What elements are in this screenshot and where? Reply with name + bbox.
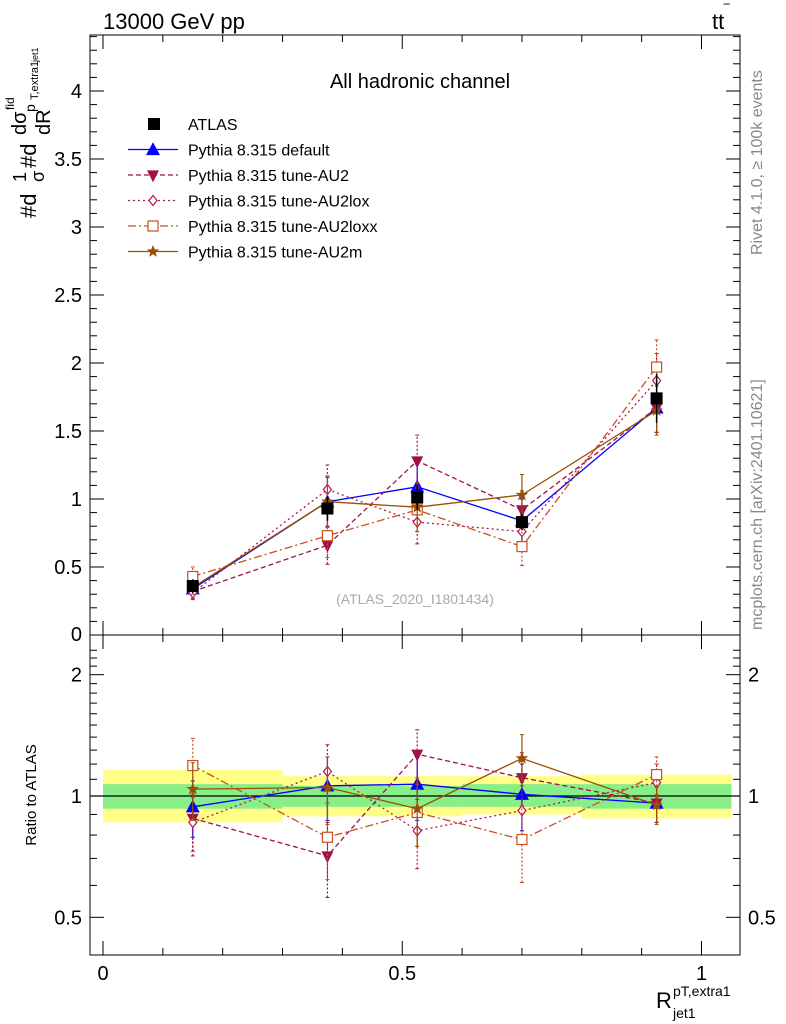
ylabel-dr: dR (33, 109, 55, 135)
ratio-x-tick-label: 0.5 (388, 963, 416, 985)
ratio-marker (186, 782, 200, 795)
legend-marker (146, 244, 160, 257)
legend-label: Pythia 8.315 tune-AU2m (188, 245, 362, 262)
top-y-tick-label: 3 (71, 217, 82, 239)
top-series-line (192, 410, 657, 588)
ratio-y-tick-label: 2 (71, 665, 82, 687)
top-y-tick-label: 0.5 (54, 557, 82, 579)
ratio-y-tick-label-right: 0.5 (748, 907, 776, 929)
top-marker (516, 540, 528, 553)
data-point (650, 392, 663, 405)
top-series-line (192, 380, 658, 594)
ratio-marker (321, 851, 334, 864)
top-y-tick-label: 3.5 (54, 149, 82, 171)
legend-marker (147, 170, 159, 183)
ratio-marker (516, 833, 528, 846)
top-marker (515, 488, 529, 501)
top-y-tick-label: 2.5 (54, 285, 82, 307)
header-ttbar: tt (712, 9, 724, 34)
top-y-ticks: 0.5 1 1.5 2 2.5 3 3.5 4 0 (54, 35, 740, 646)
ylabel-fid: fid (3, 97, 17, 110)
ratio-marker (321, 831, 334, 843)
legend-label: Pythia 8.315 default (188, 143, 330, 160)
ylabel-sigma: σ (28, 171, 48, 182)
legend-marker (148, 194, 158, 207)
top-series-line (192, 407, 658, 590)
rivet-label: Rivet 4.1.0, ≥ 100k events (749, 70, 766, 255)
ratio-marker (650, 798, 663, 811)
ratio-marker (515, 751, 529, 764)
x-axis-label: R pT,extra1 jet1 (656, 983, 731, 1021)
watermark: (ATLAS_2020_I1801434) (336, 591, 494, 607)
ylabel-one: 1 (10, 172, 30, 182)
ratio-marker (411, 749, 424, 762)
ratio-x-tick-label: 0 (97, 963, 108, 985)
ylabel-dsigma: dσ (9, 111, 31, 135)
ylabel-d1: #d (16, 194, 41, 218)
top-y-tick-label: 1.5 (54, 421, 82, 443)
ylabel-jet1: jet1 (30, 47, 40, 63)
xlabel-sup: pT,extra1 (673, 983, 731, 999)
legend-marker (147, 220, 159, 232)
legend-label: Pythia 8.315 tune-AU2 (188, 168, 349, 185)
top-series-line (192, 407, 657, 593)
top-y-tick-label: 2 (71, 353, 82, 375)
ratio-y-tick-label-right: 2 (748, 665, 759, 687)
ylabel-textra: T,extra1 (29, 61, 41, 100)
top-marker (411, 456, 424, 469)
ylabel-p: p (22, 104, 38, 112)
top-y-tick-label: 4 (71, 81, 82, 103)
data-point (515, 516, 528, 529)
legend-marker-data (148, 118, 160, 130)
ratio-y-tick-label-right: 1 (748, 786, 759, 808)
legend: ATLAS Pythia 8.315 default Pythia 8.315 tu… (128, 117, 377, 262)
ratio-plot-frame (89, 634, 741, 956)
ratio-y-tick-label: 1 (71, 786, 82, 808)
ratio-ticks: 0.5 0.5 1 1 2 2 0 0.5 1 (54, 635, 776, 985)
mcplots-label: mcplots.cern.ch [arXiv:2401.10621] (749, 379, 766, 630)
ratio-marker (517, 804, 527, 817)
ratio-y-label: Ratio to ATLAS (23, 744, 40, 845)
ratio-y-tick-label: 0.5 (54, 907, 82, 929)
top-marker (651, 361, 663, 373)
header-process: 13000 GeV pp (103, 9, 245, 34)
xlabel-main: R (656, 988, 672, 1013)
ratio-series (185, 729, 664, 898)
header-ttbar-bar: ‾ (723, 3, 730, 20)
ylabel-d2: #d (16, 144, 41, 168)
top-y-tick-label-zero: 0 (71, 624, 82, 646)
legend-label: Pythia 8.315 tune-AU2loxx (188, 219, 377, 236)
legend-label: Pythia 8.315 tune-AU2lox (188, 194, 369, 211)
ratio-x-tick-label: 1 (696, 963, 707, 985)
legend-label-data: ATLAS (188, 117, 238, 134)
legend-marker (145, 142, 161, 156)
data-point (411, 491, 424, 504)
top-marker (321, 530, 334, 542)
ratio-marker (651, 769, 663, 781)
top-y-tick-label: 1 (71, 489, 82, 511)
top-series (185, 339, 664, 601)
plot-title: All hadronic channel (330, 71, 510, 93)
y-axis-label: #d 1 σ #d dσ fid p T,extra1 dR jet1 (3, 47, 55, 218)
ratio-marker (321, 780, 334, 793)
ratio-marker (410, 802, 424, 815)
xlabel-sub: jet1 (672, 1005, 696, 1021)
data-point (186, 580, 199, 593)
top-series-line (192, 366, 658, 578)
data-point (321, 502, 334, 515)
